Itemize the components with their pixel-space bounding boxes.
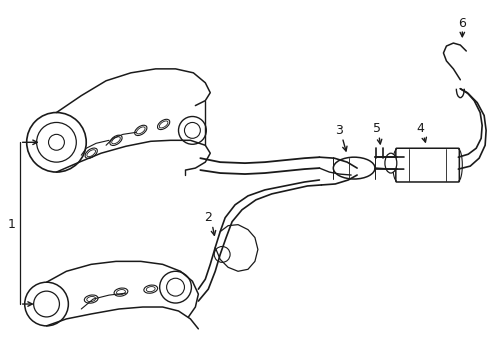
Circle shape bbox=[48, 134, 64, 150]
Text: 4: 4 bbox=[416, 122, 424, 135]
Ellipse shape bbox=[333, 157, 374, 179]
Ellipse shape bbox=[85, 148, 97, 158]
Text: 2: 2 bbox=[204, 211, 212, 224]
Text: 5: 5 bbox=[372, 122, 380, 135]
Circle shape bbox=[160, 271, 191, 303]
Text: 6: 6 bbox=[457, 17, 465, 30]
FancyBboxPatch shape bbox=[395, 148, 458, 182]
Text: 1: 1 bbox=[8, 218, 16, 231]
Circle shape bbox=[214, 247, 230, 262]
Ellipse shape bbox=[86, 297, 96, 302]
Ellipse shape bbox=[111, 137, 120, 144]
Text: 3: 3 bbox=[335, 124, 343, 137]
Circle shape bbox=[34, 291, 60, 317]
Ellipse shape bbox=[110, 135, 122, 145]
Circle shape bbox=[37, 122, 76, 162]
Circle shape bbox=[178, 117, 206, 144]
Circle shape bbox=[166, 278, 184, 296]
Circle shape bbox=[184, 122, 200, 138]
Ellipse shape bbox=[114, 288, 127, 296]
Ellipse shape bbox=[384, 153, 396, 173]
Ellipse shape bbox=[87, 150, 95, 157]
Ellipse shape bbox=[159, 121, 167, 128]
Circle shape bbox=[27, 113, 86, 172]
Ellipse shape bbox=[157, 119, 169, 130]
Ellipse shape bbox=[146, 287, 155, 292]
Ellipse shape bbox=[134, 125, 146, 135]
Ellipse shape bbox=[136, 127, 145, 134]
Circle shape bbox=[25, 282, 68, 326]
Ellipse shape bbox=[84, 295, 98, 303]
Ellipse shape bbox=[116, 289, 125, 295]
Ellipse shape bbox=[143, 285, 157, 293]
